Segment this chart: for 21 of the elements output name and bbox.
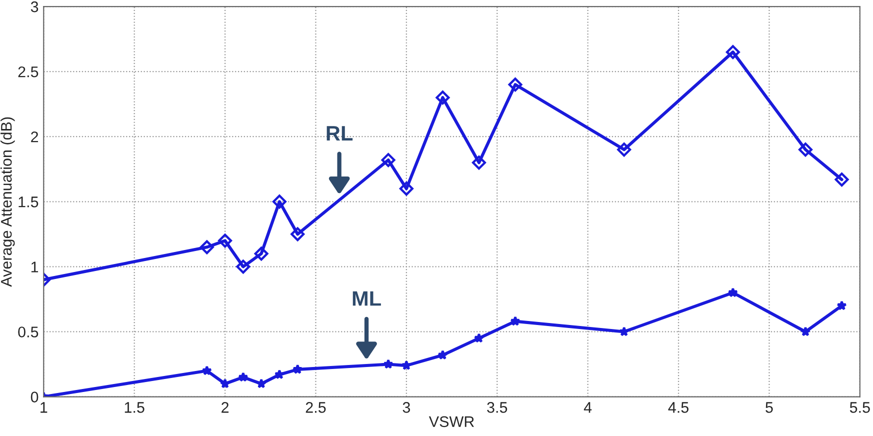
x-axis-title: VSWR [428, 416, 474, 428]
x-tick-label: 3 [402, 402, 410, 413]
y-tick-label: 2.5 [18, 66, 38, 78]
x-tick-label: 4 [584, 402, 592, 413]
y-tick-label: 2 [31, 131, 38, 142]
y-tick-label: 0.5 [18, 326, 38, 338]
x-tick-label: 4.5 [668, 402, 688, 413]
y-axis-title: Average Attenuation (dB) [0, 117, 15, 287]
x-tick-label: 1 [40, 402, 48, 413]
y-tick-label: 1.5 [18, 196, 38, 208]
x-tick-label: 2 [222, 402, 229, 413]
x-tick-label: 5.5 [850, 402, 870, 413]
x-tick-label: 2.5 [306, 402, 326, 413]
y-tick-label: 1 [31, 262, 38, 272]
x-tick-label: 3.5 [487, 402, 508, 413]
x-tick-label: 5 [766, 402, 773, 413]
y-tick-label: 3 [30, 1, 38, 12]
annotation: ML [352, 291, 381, 306]
annotation: RL [326, 126, 353, 140]
x-tick-label: 1.5 [124, 402, 144, 413]
y-tick-label: 0 [30, 392, 38, 402]
